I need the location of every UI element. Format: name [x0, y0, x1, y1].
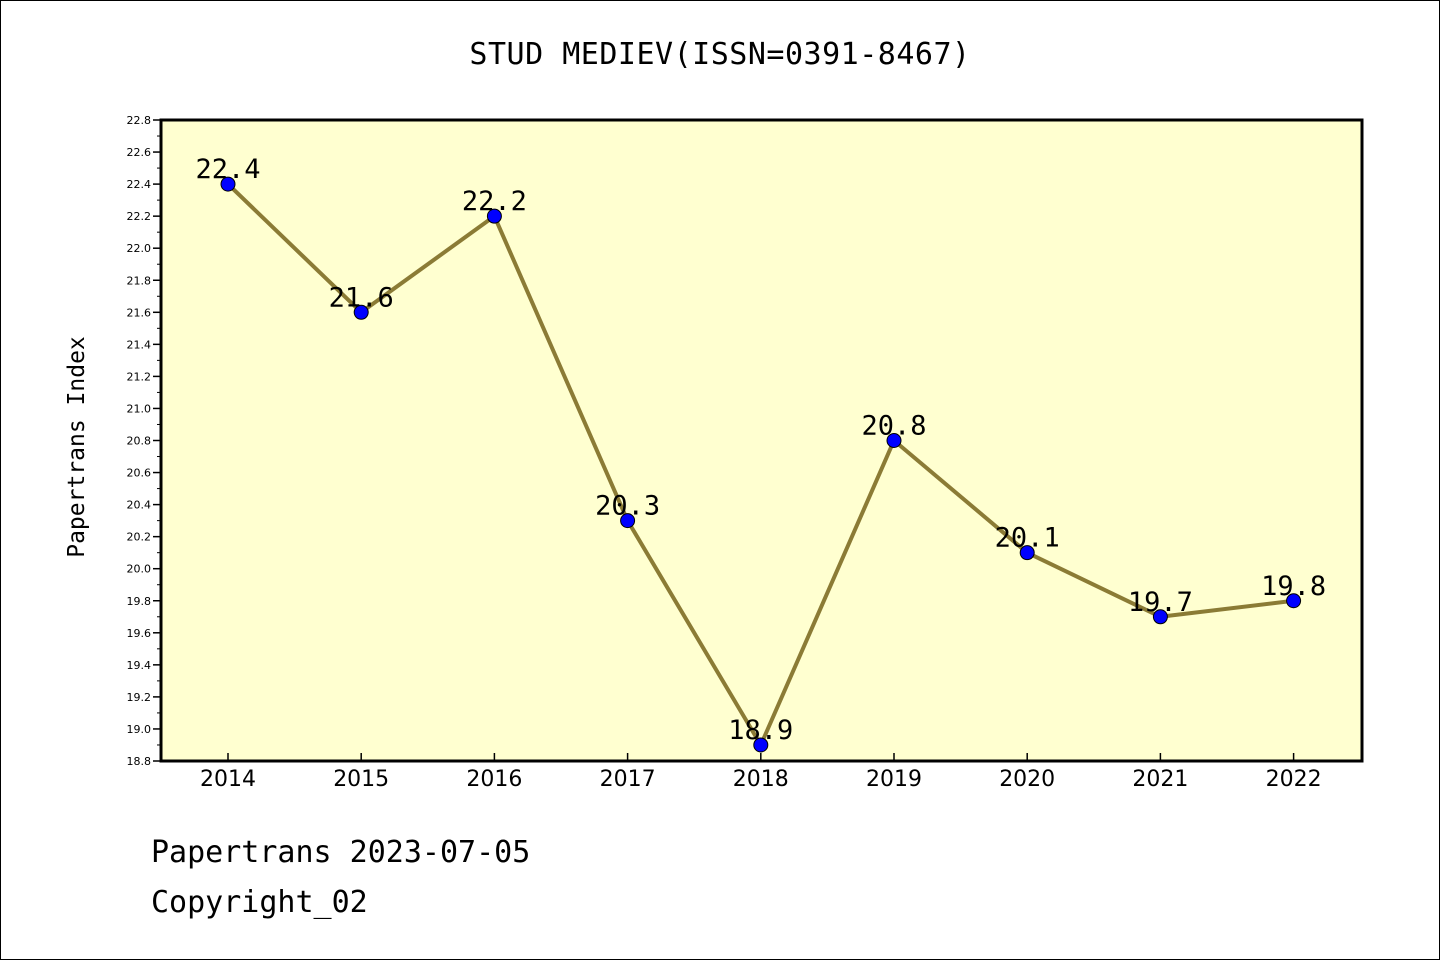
- x-tick-label: 2017: [600, 767, 656, 792]
- y-tick-label: 20.0: [127, 563, 152, 576]
- footer-copyright: Copyright_02: [151, 885, 368, 920]
- plot-area: [161, 120, 1362, 761]
- y-tick-label: 19.8: [127, 595, 152, 608]
- data-point: [353, 304, 369, 320]
- y-tick-label: 19.6: [127, 627, 152, 640]
- plot-border: [159, 118, 1364, 763]
- y-tick-label: 21.4: [127, 338, 152, 351]
- y-axis-ticks: 18.8 19.0 19.2 19.4 19.6 19.8 20.0 20.2 20.4 20.6…: [127, 114, 161, 768]
- y-tick-label: 21.8: [127, 274, 152, 287]
- data-label: 22.2: [462, 186, 527, 217]
- chart-title: STUD MEDIEV(ISSN=0391-8467): [469, 37, 971, 72]
- data-point: [1019, 545, 1035, 561]
- y-tick-label: 21.2: [127, 370, 152, 383]
- y-tick-label: 22.8: [127, 114, 152, 127]
- data-label: 20.3: [595, 491, 660, 522]
- data-point: [753, 737, 769, 753]
- data-label: 18.9: [728, 715, 793, 746]
- x-tick-label: 2015: [333, 767, 389, 792]
- y-tick-label: 21.0: [127, 402, 152, 415]
- y-tick-label: 20.6: [127, 467, 152, 480]
- data-point: [1286, 593, 1302, 609]
- y-tick-label: 20.4: [127, 499, 152, 512]
- x-tick-label: 2020: [999, 767, 1055, 792]
- x-tick-label: 2016: [466, 767, 522, 792]
- data-point: [220, 176, 236, 192]
- y-tick-label: 22.4: [127, 178, 152, 191]
- data-label: 20.8: [861, 411, 926, 442]
- y-tick-label: 19.4: [127, 659, 152, 672]
- data-label: 19.7: [1128, 587, 1193, 618]
- data-label: 19.8: [1261, 571, 1326, 602]
- y-tick-label: 22.0: [127, 242, 152, 255]
- data-point: [486, 208, 502, 224]
- data-labels: 22.4 21.6 22.2 20.3 18.9 20.8 20.1 19.7 19.8: [195, 154, 1326, 746]
- y-tick-label: 19.0: [127, 723, 152, 736]
- y-tick-label: 19.2: [127, 691, 152, 704]
- y-tick-label: 20.2: [127, 531, 152, 544]
- y-tick-label: 22.6: [127, 146, 152, 159]
- data-point: [886, 433, 902, 448]
- series-markers: [220, 176, 1302, 753]
- y-tick-label: 22.2: [127, 210, 152, 223]
- data-point: [1152, 609, 1168, 625]
- x-tick-label: 2019: [866, 767, 922, 792]
- footer-date-line: Papertrans 2023-07-05: [151, 835, 531, 870]
- data-label: 20.1: [995, 523, 1060, 554]
- x-axis-ticks: 2014 2015 2016 2017 2018 2019 2020 2021 2022: [200, 753, 1322, 792]
- y-tick-label: 21.6: [127, 306, 152, 319]
- x-tick-label: 2014: [200, 767, 256, 792]
- data-point: [620, 513, 636, 529]
- data-label: 22.4: [195, 154, 260, 185]
- data-label: 21.6: [329, 282, 394, 313]
- y-tick-label: 18.8: [127, 755, 152, 768]
- x-tick-label: 2021: [1132, 767, 1188, 792]
- x-tick-label: 2018: [733, 767, 789, 792]
- x-tick-label: 2022: [1266, 767, 1322, 792]
- y-tick-label: 20.8: [127, 435, 152, 448]
